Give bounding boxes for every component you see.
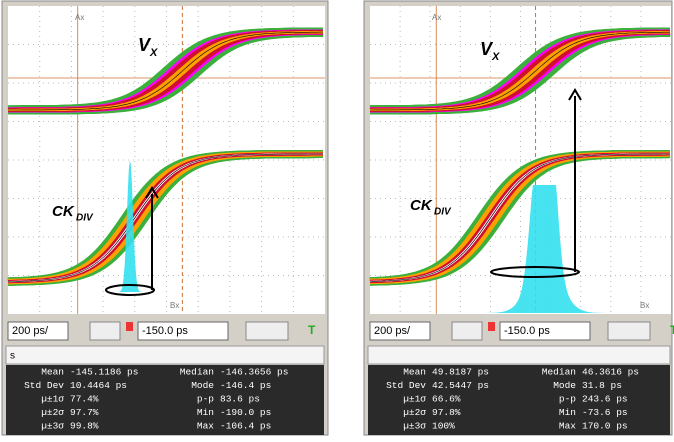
stat-label: Max xyxy=(559,421,576,432)
stat-value: 10.4464 ps xyxy=(70,380,127,391)
stat-value: -190.0 ps xyxy=(220,407,271,418)
screenshot: VXCKDIVAxBx200 ps/-150.0 psTsMean-145.11… xyxy=(0,0,674,437)
stat-label: p-p xyxy=(197,394,214,405)
stat-value: 66.6% xyxy=(432,394,461,405)
nav-buttons[interactable] xyxy=(608,322,650,340)
stat-label: Mean xyxy=(41,367,64,378)
stat-label: Std Dev xyxy=(386,380,426,391)
timebase: 200 ps/ xyxy=(12,325,49,337)
stat-value: -145.1186 ps xyxy=(70,367,138,378)
stat-label: Median xyxy=(180,367,214,378)
stat-label: Std Dev xyxy=(24,380,64,391)
stat-value: 46.3616 ps xyxy=(582,367,639,378)
marker-label: Bx xyxy=(640,301,649,310)
tab-button: T xyxy=(308,323,316,337)
page: VXCKDIVAxBx200 ps/-150.0 psTsMean-145.11… xyxy=(0,0,674,437)
ck-subscript: DIV xyxy=(76,213,94,224)
stat-label: µ±3σ xyxy=(403,421,426,432)
stat-label: Mode xyxy=(553,380,576,391)
stat-value: 42.5447 ps xyxy=(432,380,489,391)
stat-label: Max xyxy=(197,421,214,432)
stat-label: µ±2σ xyxy=(41,407,64,418)
offset: -150.0 ps xyxy=(504,325,550,337)
stat-label: µ±2σ xyxy=(403,407,426,418)
marker-label: Bx xyxy=(170,301,179,310)
stat-value: -146.4 ps xyxy=(220,380,271,391)
stat-label: Mean xyxy=(403,367,426,378)
trigger-icon xyxy=(126,322,133,331)
vx-subscript: X xyxy=(149,47,158,59)
status-text: s xyxy=(10,351,15,362)
wave-button[interactable] xyxy=(90,322,120,340)
stat-value: 99.8% xyxy=(70,421,99,432)
wave-button[interactable] xyxy=(452,322,482,340)
stat-value: 31.8 ps xyxy=(582,380,622,391)
ck-label: CK xyxy=(410,197,433,214)
stat-label: p-p xyxy=(559,394,576,405)
stat-value: -146.3656 ps xyxy=(220,367,288,378)
stat-label: µ±3σ xyxy=(41,421,64,432)
stat-value: 97.8% xyxy=(432,407,461,418)
trigger-icon xyxy=(488,322,495,331)
stat-value: 77.4% xyxy=(70,394,99,405)
stat-value: 97.7% xyxy=(70,407,99,418)
stat-label: Mode xyxy=(191,380,214,391)
stat-label: µ±1σ xyxy=(41,394,64,405)
status-strip xyxy=(6,346,324,364)
scope-screen xyxy=(8,6,325,314)
timebase: 200 ps/ xyxy=(374,325,411,337)
stat-label: Min xyxy=(197,407,214,418)
stat-value: -73.6 ps xyxy=(582,407,628,418)
stat-value: 243.6 ps xyxy=(582,394,628,405)
offset: -150.0 ps xyxy=(142,325,188,337)
marker-label: Ax xyxy=(75,13,84,22)
stat-label: µ±1σ xyxy=(403,394,426,405)
nav-buttons[interactable] xyxy=(246,322,288,340)
ck-label: CK xyxy=(52,203,75,220)
stat-value: 170.0 ps xyxy=(582,421,628,432)
stat-value: 49.8187 ps xyxy=(432,367,489,378)
stat-label: Min xyxy=(559,407,576,418)
stat-value: 100% xyxy=(432,421,455,432)
stat-label: Median xyxy=(542,367,576,378)
vx-subscript: X xyxy=(491,51,500,63)
ck-subscript: DIV xyxy=(434,207,452,218)
stat-value: -106.4 ps xyxy=(220,421,271,432)
tab-button: T xyxy=(670,323,674,337)
status-strip xyxy=(368,346,670,364)
stat-value: 83.6 ps xyxy=(220,394,260,405)
marker-label: Ax xyxy=(432,13,441,22)
